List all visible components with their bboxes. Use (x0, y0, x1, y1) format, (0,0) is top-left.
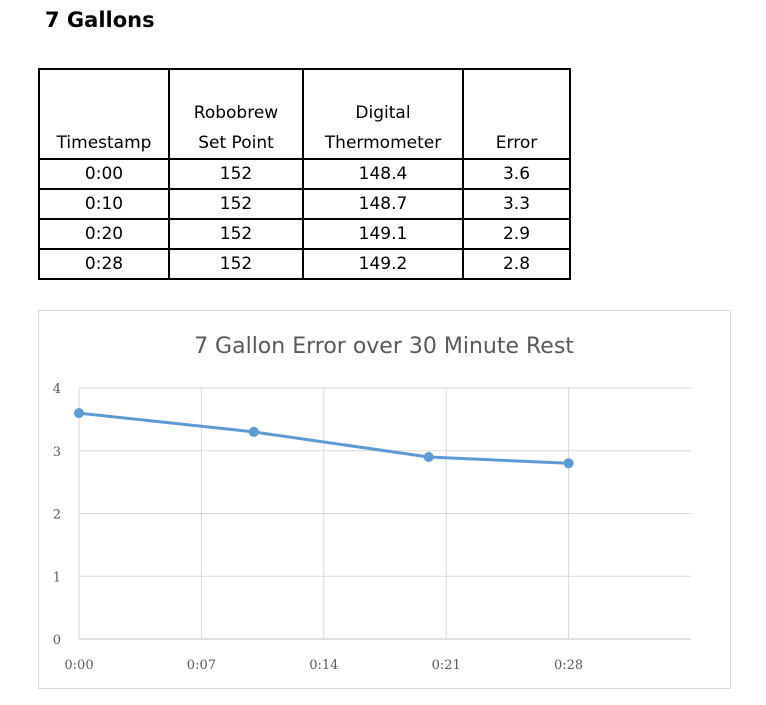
chart-container: 7 Gallon Error over 30 Minute Rest 0 1 2 3 4 0… (38, 310, 731, 689)
data-point (248, 426, 259, 437)
table-header-cell: Timestamp (38, 68, 170, 160)
table-cell: 148.4 (302, 158, 464, 190)
header-line: Timestamp (56, 133, 152, 153)
header-line: Error (495, 133, 538, 153)
page-title: 7 Gallons (45, 8, 155, 32)
table-cell: 0:00 (38, 158, 170, 190)
y-tick-label: 0 (53, 633, 61, 648)
table-cell: 152 (168, 218, 304, 250)
table-cell: 2.9 (462, 218, 571, 250)
series-line (77, 411, 571, 465)
x-tick-label: 0:07 (187, 658, 216, 673)
table-row: 0:10 152 148.7 3.3 (38, 188, 571, 220)
table-cell: 152 (168, 158, 304, 190)
x-tick-label: 0:00 (64, 658, 93, 673)
table-cell: 2.8 (462, 248, 571, 280)
y-tick-label: 2 (53, 508, 61, 523)
table-row: 0:28 152 149.2 2.8 (38, 248, 571, 280)
chart-title: 7 Gallon Error over 30 Minute Rest (194, 334, 574, 359)
table-cell: 0:10 (38, 188, 170, 220)
x-tick-label: 0:28 (554, 658, 583, 673)
data-point (423, 452, 434, 463)
table-row: 0:00 152 148.4 3.6 (38, 158, 571, 190)
header-line: Digital (355, 103, 411, 123)
header-line: Thermometer (324, 133, 442, 153)
table-header-cell: Digital Thermometer (302, 68, 464, 160)
y-tick-label: 4 (53, 382, 61, 397)
table-header-cell: Error (462, 68, 571, 160)
table-cell: 0:28 (38, 248, 170, 280)
table-cell: 148.7 (302, 188, 464, 220)
y-tick-label: 1 (53, 570, 61, 585)
y-tick-label: 3 (53, 445, 61, 460)
table-row: 0:20 152 149.1 2.9 (38, 218, 571, 250)
table-header-cell: Robobrew Set Point (168, 68, 304, 160)
header-line: Set Point (198, 133, 274, 153)
table-cell: 152 (168, 248, 304, 280)
table-cell: 152 (168, 188, 304, 220)
data-point (74, 408, 84, 419)
data-table: Timestamp Robobrew Set Point Digital The… (38, 68, 571, 280)
table-cell: 149.2 (302, 248, 464, 280)
header-line: Robobrew (193, 103, 279, 123)
data-point (563, 458, 574, 469)
table-cell: 149.1 (302, 218, 464, 250)
table-cell: 3.6 (462, 158, 571, 190)
line-chart: 7 Gallon Error over 30 Minute Rest 0 1 2 3 4 0… (53, 334, 691, 673)
table-header-row: Timestamp Robobrew Set Point Digital The… (38, 68, 571, 160)
table-cell: 0:20 (38, 218, 170, 250)
x-tick-label: 0:21 (432, 658, 461, 673)
x-tick-label: 0:14 (309, 658, 338, 673)
table-cell: 3.3 (462, 188, 571, 220)
